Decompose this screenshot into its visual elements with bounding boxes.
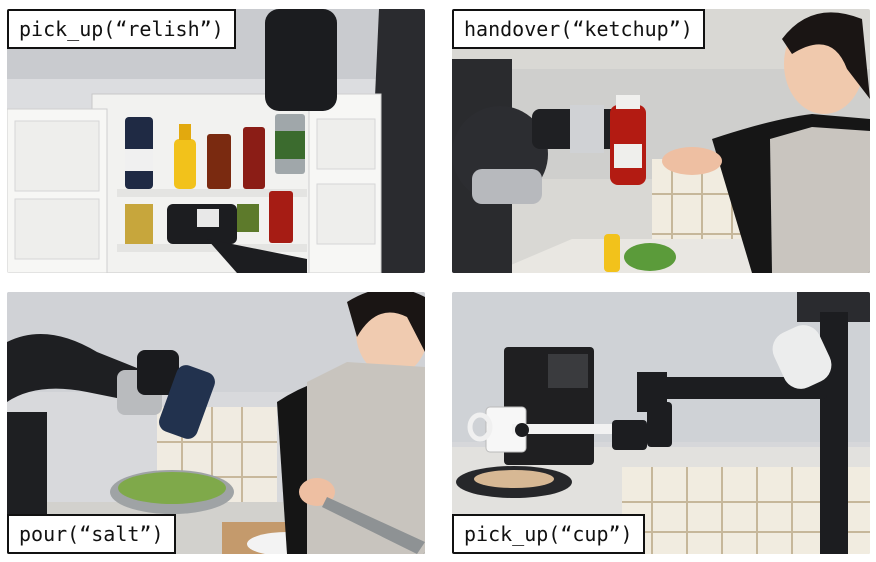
pour-scene-image — [7, 292, 425, 554]
photo-panel-pick-up-cup: pick_up(“cup”) — [452, 292, 870, 554]
panel-caption: pick_up(“cup”) — [452, 514, 645, 554]
panel-caption: pick_up(“relish”) — [7, 9, 236, 49]
handover-scene-image — [452, 9, 870, 273]
shelf-scene-image — [7, 9, 425, 273]
photo-panel-pour-salt: pour(“salt”) — [7, 292, 425, 554]
photo-panel-handover-ketchup: handover(“ketchup”) — [452, 9, 870, 273]
cup-scene-image — [452, 292, 870, 554]
panel-caption: pour(“salt”) — [7, 514, 176, 554]
panel-caption: handover(“ketchup”) — [452, 9, 705, 49]
photo-panel-pick-up-relish: pick_up(“relish”) — [7, 9, 425, 273]
